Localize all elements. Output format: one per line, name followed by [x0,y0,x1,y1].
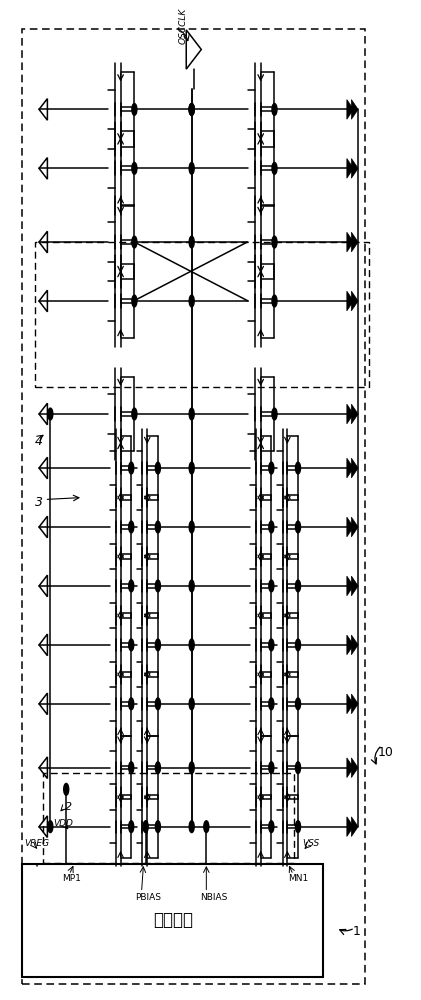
Circle shape [296,698,301,710]
Circle shape [132,236,137,248]
Polygon shape [347,458,354,478]
Circle shape [64,783,69,795]
Text: VSS: VSS [303,839,320,848]
Text: OSCCLK: OSCCLK [179,7,188,44]
Circle shape [272,104,277,115]
Circle shape [189,762,194,774]
Circle shape [296,821,301,833]
Circle shape [132,408,137,420]
Circle shape [189,639,194,651]
Circle shape [129,821,134,833]
Polygon shape [352,576,358,596]
Polygon shape [352,635,358,655]
Circle shape [132,162,137,174]
Circle shape [189,236,194,248]
Circle shape [189,104,194,115]
Circle shape [132,295,137,307]
Circle shape [189,104,194,115]
Bar [22,29,365,984]
Polygon shape [352,694,358,714]
Polygon shape [347,232,354,252]
Circle shape [296,580,301,592]
Circle shape [155,580,160,592]
Polygon shape [352,458,358,478]
Polygon shape [347,100,354,119]
Circle shape [132,104,137,115]
Circle shape [189,408,194,420]
Circle shape [296,521,301,533]
Text: VREG: VREG [24,839,50,848]
Polygon shape [352,404,358,424]
Circle shape [155,698,160,710]
Circle shape [272,236,277,248]
Text: VDD: VDD [53,819,74,828]
Text: 10: 10 [378,746,394,759]
Circle shape [129,762,134,774]
Text: 电源电路: 电源电路 [153,911,193,929]
Polygon shape [347,576,354,596]
Circle shape [269,521,274,533]
Circle shape [48,408,53,420]
Circle shape [155,762,160,774]
Circle shape [189,580,194,592]
Polygon shape [352,758,358,778]
Circle shape [189,821,194,833]
Circle shape [269,639,274,651]
Text: 1: 1 [353,925,360,938]
Polygon shape [347,517,354,537]
Circle shape [48,821,53,833]
Circle shape [129,639,134,651]
Text: NBIAS: NBIAS [200,893,227,902]
Circle shape [204,821,209,833]
Circle shape [296,639,301,651]
Circle shape [155,521,160,533]
Circle shape [269,462,274,474]
Circle shape [155,462,160,474]
Polygon shape [352,291,358,311]
Polygon shape [352,817,358,836]
Circle shape [129,462,134,474]
Circle shape [189,521,194,533]
Text: MN1: MN1 [288,874,308,883]
Circle shape [272,295,277,307]
Polygon shape [352,232,358,252]
Circle shape [155,639,160,651]
Circle shape [129,580,134,592]
Text: 4: 4 [35,435,43,448]
Circle shape [296,762,301,774]
Circle shape [143,821,148,833]
Polygon shape [347,404,354,424]
Circle shape [189,295,194,307]
Text: MP1: MP1 [62,874,81,883]
Polygon shape [347,159,354,178]
Circle shape [129,521,134,533]
Circle shape [269,580,274,592]
Circle shape [296,462,301,474]
Bar [43,773,294,863]
Circle shape [189,104,194,115]
Polygon shape [347,758,354,778]
Circle shape [269,821,274,833]
Polygon shape [347,291,354,311]
Bar [35,242,369,387]
Circle shape [155,821,160,833]
Text: 2: 2 [65,802,72,812]
Polygon shape [347,635,354,655]
Polygon shape [347,817,354,836]
Circle shape [189,162,194,174]
Bar [22,864,323,977]
Polygon shape [352,100,358,119]
Circle shape [269,762,274,774]
Circle shape [189,462,194,474]
Polygon shape [352,159,358,178]
Text: PBIAS: PBIAS [135,893,161,902]
Polygon shape [352,517,358,537]
Polygon shape [347,694,354,714]
Circle shape [272,408,277,420]
Circle shape [129,698,134,710]
Circle shape [269,698,274,710]
Text: 3: 3 [35,496,43,509]
Circle shape [272,162,277,174]
Circle shape [189,698,194,710]
